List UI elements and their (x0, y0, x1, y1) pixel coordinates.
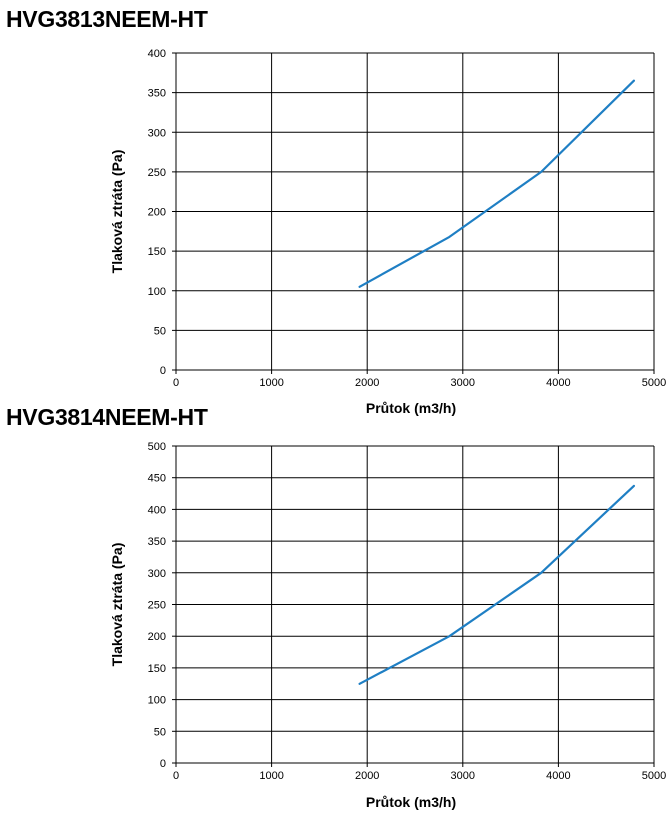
y-tick-label: 400 (148, 48, 166, 60)
y-tick-label: 300 (148, 127, 166, 139)
y-tick-label: 350 (148, 88, 166, 100)
y-axis-label: Tlaková ztráta (Pa) (109, 150, 125, 274)
series-line (358, 484, 636, 685)
x-tick-label: 0 (173, 377, 179, 389)
y-tick-label: 450 (148, 473, 166, 485)
x-tick-label: 5000 (642, 377, 666, 389)
y-tick-label: 350 (148, 536, 166, 548)
y-tick-label: 0 (160, 758, 166, 770)
x-tick-label: 2000 (355, 377, 379, 389)
x-tick-label: 5000 (642, 770, 666, 782)
y-axis-label: Tlaková ztráta (Pa) (109, 543, 125, 667)
chart-title: HVG3814NEEM-HT (6, 404, 208, 430)
x-tick-label: 3000 (451, 377, 475, 389)
x-axis-label: Průtok (m3/h) (366, 794, 456, 810)
y-tick-label: 500 (148, 441, 166, 453)
y-tick-label: 400 (148, 504, 166, 516)
chart-1: HVG3813NEEM-HT 0 50 100 150 200 250 300 350 400 0… (6, 6, 666, 416)
y-tick-label: 50 (154, 726, 166, 738)
y-tick-label: 100 (148, 695, 166, 707)
x-tick-label: 2000 (355, 770, 379, 782)
y-tick-label: 250 (148, 600, 166, 612)
y-tick-label: 100 (148, 286, 166, 298)
y-tick-label: 200 (148, 207, 166, 219)
y-tick-label: 50 (154, 325, 166, 337)
x-tick-label: 1000 (259, 377, 283, 389)
y-tick-label: 150 (148, 663, 166, 675)
x-tick-label: 3000 (451, 770, 475, 782)
y-tick-label: 200 (148, 631, 166, 643)
y-tick-label: 0 (160, 365, 166, 377)
y-tick-label: 250 (148, 167, 166, 179)
x-tick-label: 4000 (546, 377, 570, 389)
x-tick-label: 4000 (546, 770, 570, 782)
y-tick-label: 150 (148, 246, 166, 258)
x-axis-label: Průtok (m3/h) (366, 400, 456, 416)
series-line (358, 79, 636, 288)
y-tick-label: 300 (148, 568, 166, 580)
chart-title: HVG3813NEEM-HT (6, 6, 208, 32)
chart-2: HVG3814NEEM-HT 0 50 100 150 200 250 300 350 400 4… (0, 398, 669, 819)
x-tick-label: 0 (173, 770, 179, 782)
x-tick-label: 1000 (259, 770, 283, 782)
